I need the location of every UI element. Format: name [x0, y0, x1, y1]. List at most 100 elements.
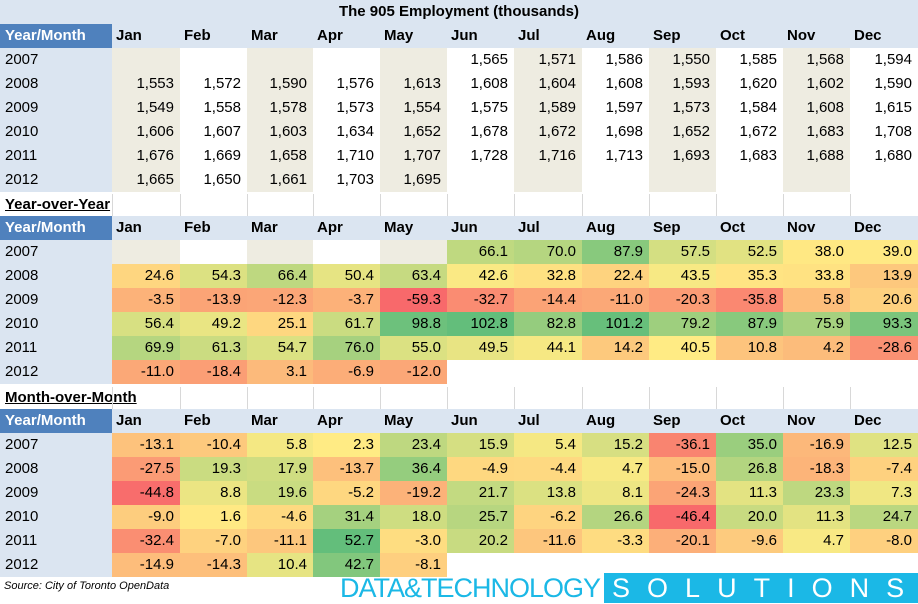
data-cell: 1,602: [783, 72, 850, 96]
data-cell: -15.0: [649, 457, 716, 481]
year-label: 2008: [0, 264, 112, 288]
data-cell: [380, 240, 447, 264]
grid-line: [180, 194, 181, 216]
data-cell: [783, 168, 850, 192]
data-cell: [783, 360, 850, 384]
data-cell: [112, 240, 180, 264]
data-cell: 1,613: [380, 72, 447, 96]
mom-section-title: Month-over-Month: [5, 389, 137, 406]
data-cell: 1,710: [313, 144, 380, 168]
data-cell: 13.9: [850, 264, 918, 288]
data-cell: -8.1: [380, 553, 447, 577]
data-cell: 5.8: [783, 288, 850, 312]
data-cell: 1,695: [380, 168, 447, 192]
data-cell: 5.4: [514, 433, 582, 457]
data-cell: 26.8: [716, 457, 783, 481]
data-cell: 1,558: [180, 96, 247, 120]
grid-line: [247, 387, 248, 409]
data-cell: 52.7: [313, 529, 380, 553]
data-cell: 66.1: [447, 240, 514, 264]
grid-line: [247, 194, 248, 216]
data-cell: [180, 48, 247, 72]
data-cell: 1,676: [112, 144, 180, 168]
data-cell: [380, 48, 447, 72]
month-header: Sep: [649, 24, 716, 48]
data-cell: 1,652: [380, 120, 447, 144]
grid-line: [514, 194, 515, 216]
grid-line: [649, 194, 650, 216]
data-cell: -16.9: [783, 433, 850, 457]
year-label: 2007: [0, 240, 112, 264]
data-cell: 1,680: [850, 144, 918, 168]
data-cell: 1,576: [313, 72, 380, 96]
data-cell: 15.9: [447, 433, 514, 457]
month-header: Aug: [582, 24, 649, 48]
data-cell: -3.3: [582, 529, 649, 553]
data-cell: 23.4: [380, 433, 447, 457]
data-cell: 35.0: [716, 433, 783, 457]
data-cell: 102.8: [447, 312, 514, 336]
data-cell: 87.9: [716, 312, 783, 336]
table-row: 2008 24.6 54.3 66.4 50.4 63.4 42.6 32.8 22.4 43.5…: [0, 264, 918, 288]
data-cell: [514, 168, 582, 192]
data-cell: 4.7: [582, 457, 649, 481]
data-cell: 31.4: [313, 505, 380, 529]
data-cell: -14.9: [112, 553, 180, 577]
data-cell: -13.7: [313, 457, 380, 481]
data-cell: 1,568: [783, 48, 850, 72]
grid-line: [783, 194, 784, 216]
data-cell: 87.9: [582, 240, 649, 264]
table-row: 2010 56.4 49.2 25.1 61.7 98.8 102.8 82.8 101.2 79…: [0, 312, 918, 336]
data-cell: 32.8: [514, 264, 582, 288]
year-label: 2007: [0, 433, 112, 457]
data-cell: 19.3: [180, 457, 247, 481]
data-cell: 8.1: [582, 481, 649, 505]
data-cell: 1,597: [582, 96, 649, 120]
data-cell: 57.5: [649, 240, 716, 264]
month-header: Jul: [514, 24, 582, 48]
data-cell: 5.8: [247, 433, 313, 457]
month-header: Jul: [514, 409, 582, 433]
data-cell: 25.1: [247, 312, 313, 336]
data-cell: 39.0: [850, 240, 918, 264]
data-cell: 42.7: [313, 553, 380, 577]
data-cell: -18.3: [783, 457, 850, 481]
data-cell: 79.2: [649, 312, 716, 336]
data-cell: 1.6: [180, 505, 247, 529]
table-row: 2011 1,676 1,669 1,658 1,710 1,707 1,728 1,716 1…: [0, 144, 918, 168]
month-header: Oct: [716, 24, 783, 48]
data-cell: -28.6: [850, 336, 918, 360]
table-row: 2007 66.1 70.0 87.9 57.5 52.5 38.0 39.0: [0, 240, 918, 264]
month-header: Aug: [582, 409, 649, 433]
data-cell: -7.4: [850, 457, 918, 481]
month-header: Mar: [247, 216, 313, 240]
table-row: 2009 -3.5 -13.9 -12.3 -3.7 -59.3 -32.7 -14.4 -11…: [0, 288, 918, 312]
data-cell: 11.3: [783, 505, 850, 529]
data-cell: -36.1: [649, 433, 716, 457]
data-cell: 2.3: [313, 433, 380, 457]
data-cell: 70.0: [514, 240, 582, 264]
year-label: 2012: [0, 553, 112, 577]
data-cell: 21.7: [447, 481, 514, 505]
table-row: 2009 1,549 1,558 1,578 1,573 1,554 1,575 1,589 1…: [0, 96, 918, 120]
data-cell: -11.1: [247, 529, 313, 553]
data-cell: 23.3: [783, 481, 850, 505]
data-cell: 1,589: [514, 96, 582, 120]
grid-line: [850, 387, 851, 409]
data-cell: 1,608: [783, 96, 850, 120]
yoy-section-title: Year-over-Year: [5, 196, 111, 213]
table-row: 2007 1,565 1,571 1,586 1,550 1,585 1,568 1,594: [0, 48, 918, 72]
data-cell: [447, 168, 514, 192]
month-header: Nov: [783, 24, 850, 48]
data-cell: 12.5: [850, 433, 918, 457]
grid-line: [447, 387, 448, 409]
year-label: 2011: [0, 336, 112, 360]
data-cell: -12.3: [247, 288, 313, 312]
data-cell: 1,608: [447, 72, 514, 96]
year-label: 2012: [0, 360, 112, 384]
data-cell: -3.7: [313, 288, 380, 312]
data-cell: 1,608: [582, 72, 649, 96]
data-cell: -32.4: [112, 529, 180, 553]
data-cell: 1,607: [180, 120, 247, 144]
data-cell: [180, 240, 247, 264]
